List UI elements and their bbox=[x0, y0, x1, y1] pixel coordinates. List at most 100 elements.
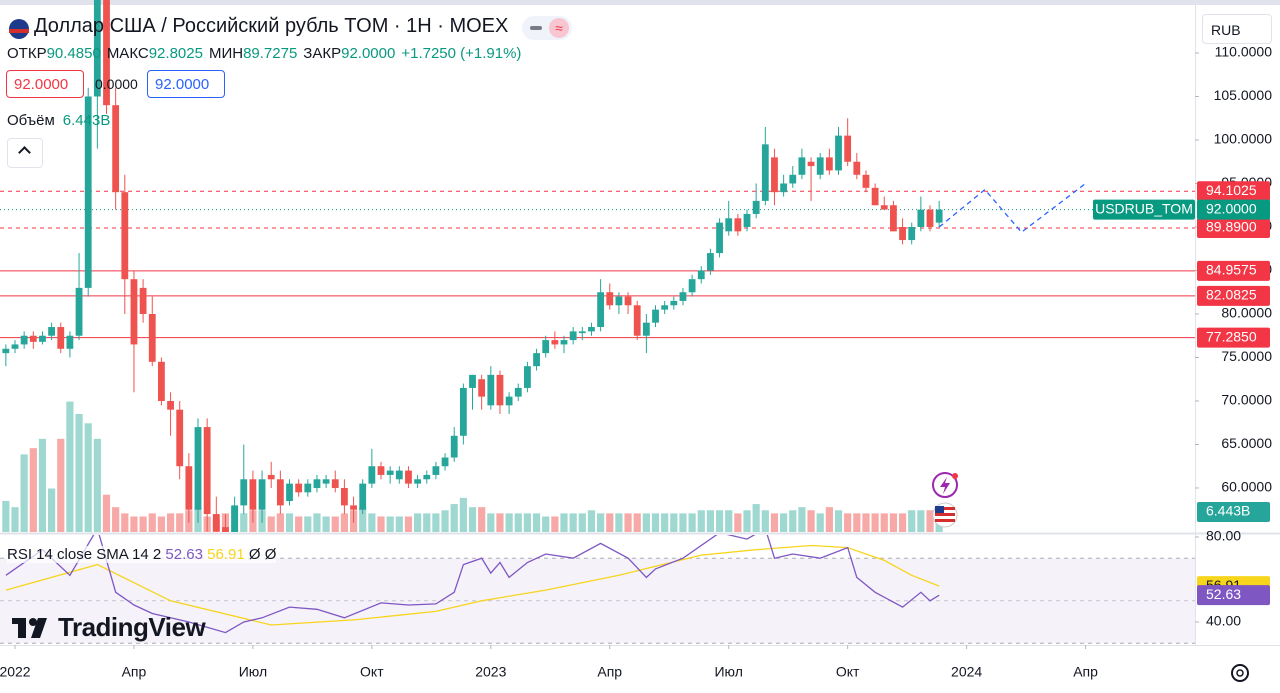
candle-body bbox=[862, 174, 870, 188]
settings-icon[interactable] bbox=[1231, 664, 1249, 682]
price-line-label-bg bbox=[1197, 181, 1270, 202]
x-tick-label: 2024 bbox=[951, 664, 982, 680]
candle-body bbox=[542, 340, 550, 354]
volume-bar bbox=[514, 513, 522, 532]
volume-bar bbox=[871, 513, 879, 532]
volume-bar bbox=[844, 513, 852, 532]
volume-bar bbox=[642, 513, 650, 532]
volume-bar bbox=[532, 513, 541, 532]
candle-body bbox=[734, 218, 742, 232]
volume-bar bbox=[487, 513, 495, 532]
rsi-value: 52.63 bbox=[165, 546, 203, 563]
candle-body bbox=[807, 161, 815, 167]
candle-body bbox=[304, 483, 312, 493]
volume-bar bbox=[569, 513, 577, 532]
value: 92.0000 bbox=[341, 45, 396, 62]
volume-bar bbox=[670, 513, 678, 532]
volume-bar bbox=[725, 510, 733, 532]
y-tick-label: 65.0000 bbox=[1221, 435, 1272, 451]
candle-body bbox=[167, 400, 174, 410]
candle-body bbox=[496, 374, 504, 406]
volume-bar bbox=[697, 510, 705, 532]
candle-body bbox=[752, 200, 760, 214]
volume-bar bbox=[423, 513, 431, 532]
volume-bar bbox=[651, 513, 660, 532]
candle-body bbox=[597, 292, 605, 328]
x-tick-label: 2022 bbox=[0, 664, 31, 680]
logo: TradingView bbox=[58, 612, 206, 643]
candle-body bbox=[249, 479, 257, 510]
volume-bar bbox=[889, 513, 898, 532]
volume-bar bbox=[2, 500, 10, 532]
volume-bar bbox=[597, 513, 605, 532]
y-tick-label: 80.0000 bbox=[1221, 305, 1272, 321]
volume-bar bbox=[386, 516, 394, 532]
candle-body bbox=[487, 374, 495, 406]
candle-body bbox=[112, 105, 120, 193]
buy-button[interactable]: 92.0000 bbox=[147, 70, 225, 98]
rsi-tick-label: 40.00 bbox=[1206, 613, 1241, 629]
last-price-label: 92.0000 bbox=[1206, 200, 1257, 216]
volume-bar bbox=[834, 510, 843, 532]
candle-body bbox=[222, 527, 229, 532]
volume-bar bbox=[468, 507, 477, 532]
volume-bar bbox=[459, 497, 467, 532]
candle-body bbox=[917, 209, 925, 227]
candle-body bbox=[93, 0, 101, 97]
sma-value: 56.91 bbox=[207, 546, 245, 563]
volume-bar bbox=[267, 516, 275, 532]
volume-bar bbox=[166, 513, 175, 532]
spread-value: 0.0000 bbox=[95, 76, 138, 92]
collapse-button[interactable] bbox=[7, 138, 43, 168]
x-tick-label: Окт bbox=[360, 664, 384, 680]
volume-bar bbox=[542, 516, 550, 532]
candle-body bbox=[642, 322, 650, 336]
price-line-label-bg bbox=[1197, 285, 1270, 306]
volume-bar bbox=[505, 513, 513, 532]
volume-bar bbox=[743, 510, 751, 532]
candle-body bbox=[908, 226, 916, 241]
candle-body bbox=[789, 174, 797, 184]
currency-button[interactable]: RUB bbox=[1202, 14, 1272, 44]
change: +1.7250 (+1.91%) bbox=[401, 45, 522, 62]
volume-bar bbox=[496, 513, 504, 532]
spread: 0.0000 bbox=[88, 70, 145, 98]
candle-body bbox=[524, 366, 531, 388]
candle-body bbox=[844, 135, 852, 162]
volume-bar bbox=[276, 513, 284, 532]
volume-bar bbox=[816, 513, 824, 532]
volume-bar bbox=[615, 513, 623, 532]
price-line-label: 84.9575 bbox=[1206, 262, 1257, 278]
candle-body bbox=[578, 331, 586, 334]
volume-bar bbox=[606, 513, 614, 532]
rsi-pane bbox=[0, 535, 1195, 644]
candle-body bbox=[258, 479, 266, 510]
y-tick-label: 100.0000 bbox=[1214, 131, 1273, 147]
label: МАКС bbox=[106, 45, 149, 62]
candle-body bbox=[450, 435, 458, 458]
candle-body bbox=[322, 479, 330, 484]
volume-bar bbox=[130, 516, 138, 532]
rsi-tick-label: 80.00 bbox=[1206, 528, 1241, 544]
volume-bar bbox=[661, 513, 669, 532]
volume-bar bbox=[679, 513, 687, 532]
lightning-icon[interactable] bbox=[932, 472, 958, 498]
us-flag-icon[interactable] bbox=[932, 502, 958, 528]
volume-bar bbox=[29, 448, 37, 532]
candle-body bbox=[825, 157, 833, 171]
indicator-pills[interactable]: ≈ bbox=[522, 16, 572, 40]
volume-bar bbox=[770, 513, 779, 532]
volume-bar bbox=[798, 507, 806, 532]
rsi-line bbox=[5, 535, 940, 634]
candle-body bbox=[395, 470, 403, 480]
candle-body bbox=[606, 292, 614, 306]
volume-bar bbox=[853, 513, 861, 532]
volume-bar bbox=[304, 516, 312, 532]
sell-button[interactable]: 92.0000 bbox=[6, 70, 84, 98]
candle-body bbox=[377, 466, 385, 475]
candle-body bbox=[670, 300, 678, 306]
candle-body bbox=[679, 292, 687, 301]
volume-bar bbox=[75, 413, 83, 532]
volume-bar bbox=[926, 510, 934, 532]
